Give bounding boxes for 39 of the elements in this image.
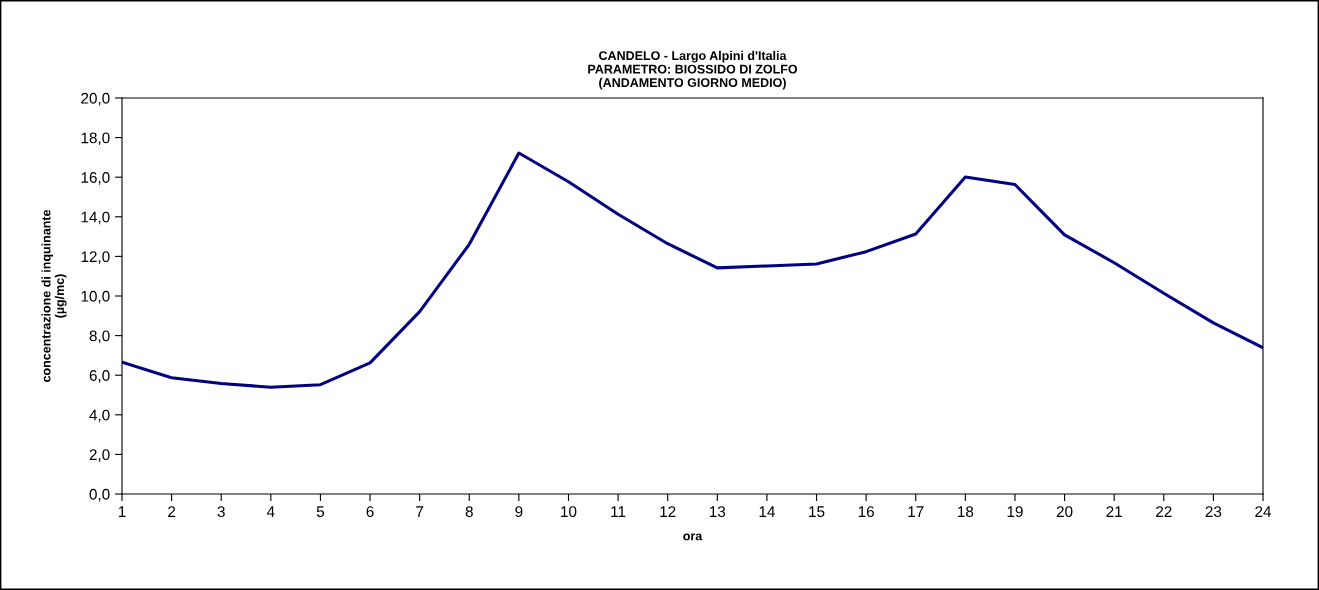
x-tick-label: 9 [515, 506, 523, 518]
x-tick-label: 8 [465, 506, 473, 518]
y-tick-label: 4,0 [89, 409, 110, 423]
x-tick-label: 4 [266, 506, 275, 517]
x-tick-label: 16 [858, 506, 874, 518]
x-tick-label: 7 [416, 506, 424, 517]
x-tick-label: 24 [1255, 506, 1272, 517]
x-tick-label: 13 [709, 506, 726, 518]
x-tick-label: 5 [316, 506, 325, 518]
y-tick-label: 12,0 [81, 251, 110, 264]
y-tick-label: 14,0 [81, 211, 110, 225]
x-axis-title: ora [683, 533, 703, 541]
x-tick-label: 3 [217, 506, 225, 518]
y-tick-label: 20,0 [81, 92, 110, 106]
line-series [122, 151, 1263, 389]
x-tick-label: 6 [366, 506, 374, 518]
y-tick-label: 8,0 [89, 330, 110, 344]
y-tick-label: 6,0 [89, 370, 110, 383]
x-tick-label: 12 [660, 506, 676, 517]
x-tick-label: 23 [1205, 506, 1222, 518]
y-axis-title: concentrazione di inquinante (µg/mc) [41, 209, 67, 382]
x-tick-label: 14 [759, 506, 775, 517]
y-tick-label: 0,0 [89, 488, 110, 502]
y-tick-label: 10,0 [81, 290, 110, 304]
x-tick-label: 10 [561, 506, 577, 518]
x-tick-label: 15 [809, 506, 825, 518]
y-tick-label: 16,0 [81, 172, 110, 185]
chart-title: CANDELO - Largo Alpini d'Italia PARAMETRO: BIOSSIDO DI ZOLFO (ANDAMENTO GIORNO MEDIO) [588, 50, 798, 90]
y-tick-label: 18,0 [81, 132, 110, 146]
x-tick-label: 1 [118, 506, 126, 517]
x-tick-label: 19 [1007, 506, 1023, 518]
x-tick-label: 11 [611, 506, 626, 517]
x-tick-label: 21 [1106, 506, 1122, 517]
x-tick-label: 22 [1156, 506, 1172, 517]
y-tick-label: 2,0 [89, 449, 110, 462]
x-tick-label: 20 [1056, 506, 1073, 518]
x-tick-label: 2 [168, 506, 176, 517]
x-tick-label: 18 [958, 506, 974, 518]
x-tick-label: 17 [908, 506, 924, 517]
